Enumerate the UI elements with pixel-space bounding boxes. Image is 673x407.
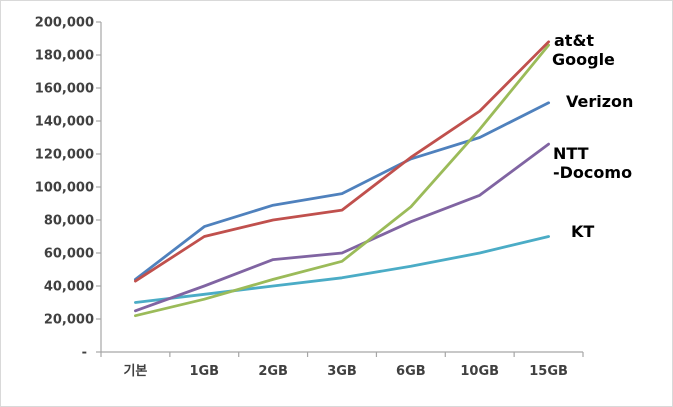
- x-tick-label: 10GB: [460, 364, 499, 379]
- series-label-verizon: Verizon: [566, 92, 633, 111]
- series-label-ntt-docomo: -Docomo: [553, 163, 632, 182]
- series-line-ntt-docomo: [133, 142, 550, 313]
- y-tick-label: 40,000: [44, 280, 94, 295]
- series-label-kt: KT: [571, 222, 594, 241]
- series-label-ntt-docomo: NTT: [553, 144, 589, 163]
- series-line-verizon: [133, 101, 550, 281]
- y-tick-label: 180,000: [35, 49, 94, 64]
- series-line-kt: [133, 235, 550, 304]
- y-tick-label: 100,000: [35, 181, 94, 196]
- y-tick-label: 140,000: [35, 115, 94, 130]
- x-tick-label: 기본: [123, 364, 147, 379]
- y-tick-label: -: [82, 346, 87, 361]
- series-label-at-t: at&t: [554, 31, 594, 50]
- series-line-at-t: [133, 40, 550, 283]
- y-tick-label: 160,000: [35, 82, 94, 97]
- x-tick-label: 3GB: [327, 364, 357, 379]
- y-tick-label: 20,000: [44, 313, 94, 328]
- y-tick-label: 200,000: [35, 16, 94, 31]
- x-tick-label: 2GB: [258, 364, 288, 379]
- series-label-google: Google: [552, 50, 615, 69]
- y-tick-label: 80,000: [44, 214, 94, 229]
- series-line-google: [133, 43, 550, 318]
- x-tick-label: 1GB: [189, 364, 219, 379]
- x-tick-label: 15GB: [529, 364, 568, 379]
- y-tick-label: 120,000: [35, 148, 94, 163]
- x-tick-label: 6GB: [396, 364, 426, 379]
- y-tick-label: 60,000: [44, 247, 94, 262]
